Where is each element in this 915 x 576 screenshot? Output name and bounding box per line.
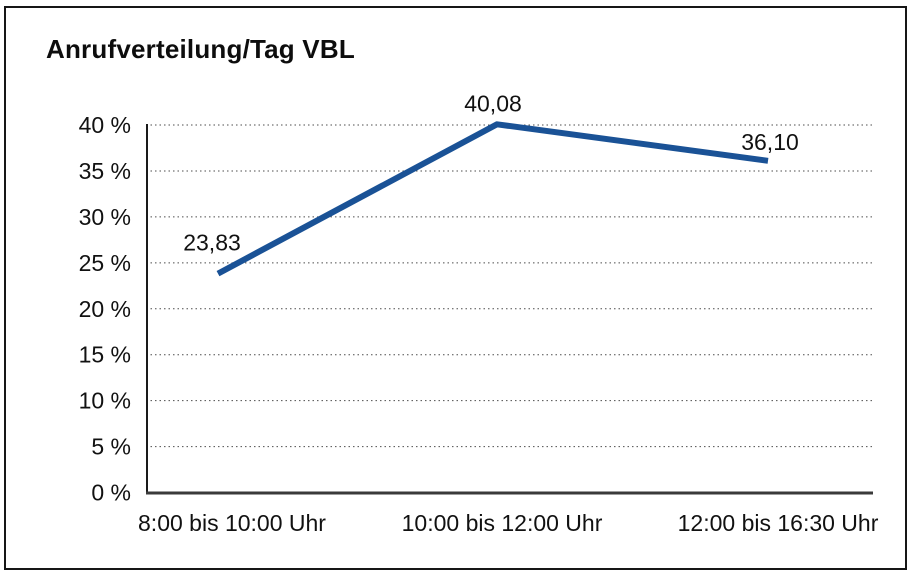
chart-title: Anrufverteilung/Tag VBL	[46, 34, 355, 64]
x-tick-label: 10:00 bis 12:00 Uhr	[402, 510, 603, 536]
y-tick-label: 0 %	[91, 480, 131, 506]
x-tick-label: 12:00 bis 16:30 Uhr	[678, 510, 879, 536]
y-tick-label: 30 %	[79, 204, 131, 230]
data-point-label: 23,83	[183, 230, 241, 256]
data-point-label: 40,08	[464, 90, 522, 116]
y-tick-label: 25 %	[79, 250, 131, 276]
y-tick-label: 35 %	[79, 158, 131, 184]
data-point-label: 36,10	[741, 129, 799, 155]
y-tick-label: 20 %	[79, 296, 131, 322]
y-tick-label: 10 %	[79, 388, 131, 414]
y-tick-label: 40 %	[79, 112, 131, 138]
chart-frame: Anrufverteilung/Tag VBL	[4, 6, 907, 570]
y-tick-label: 5 %	[91, 434, 131, 460]
data-line-series	[216, 121, 769, 277]
x-tick-label: 8:00 bis 10:00 Uhr	[138, 510, 326, 536]
y-tick-label: 15 %	[79, 342, 131, 368]
